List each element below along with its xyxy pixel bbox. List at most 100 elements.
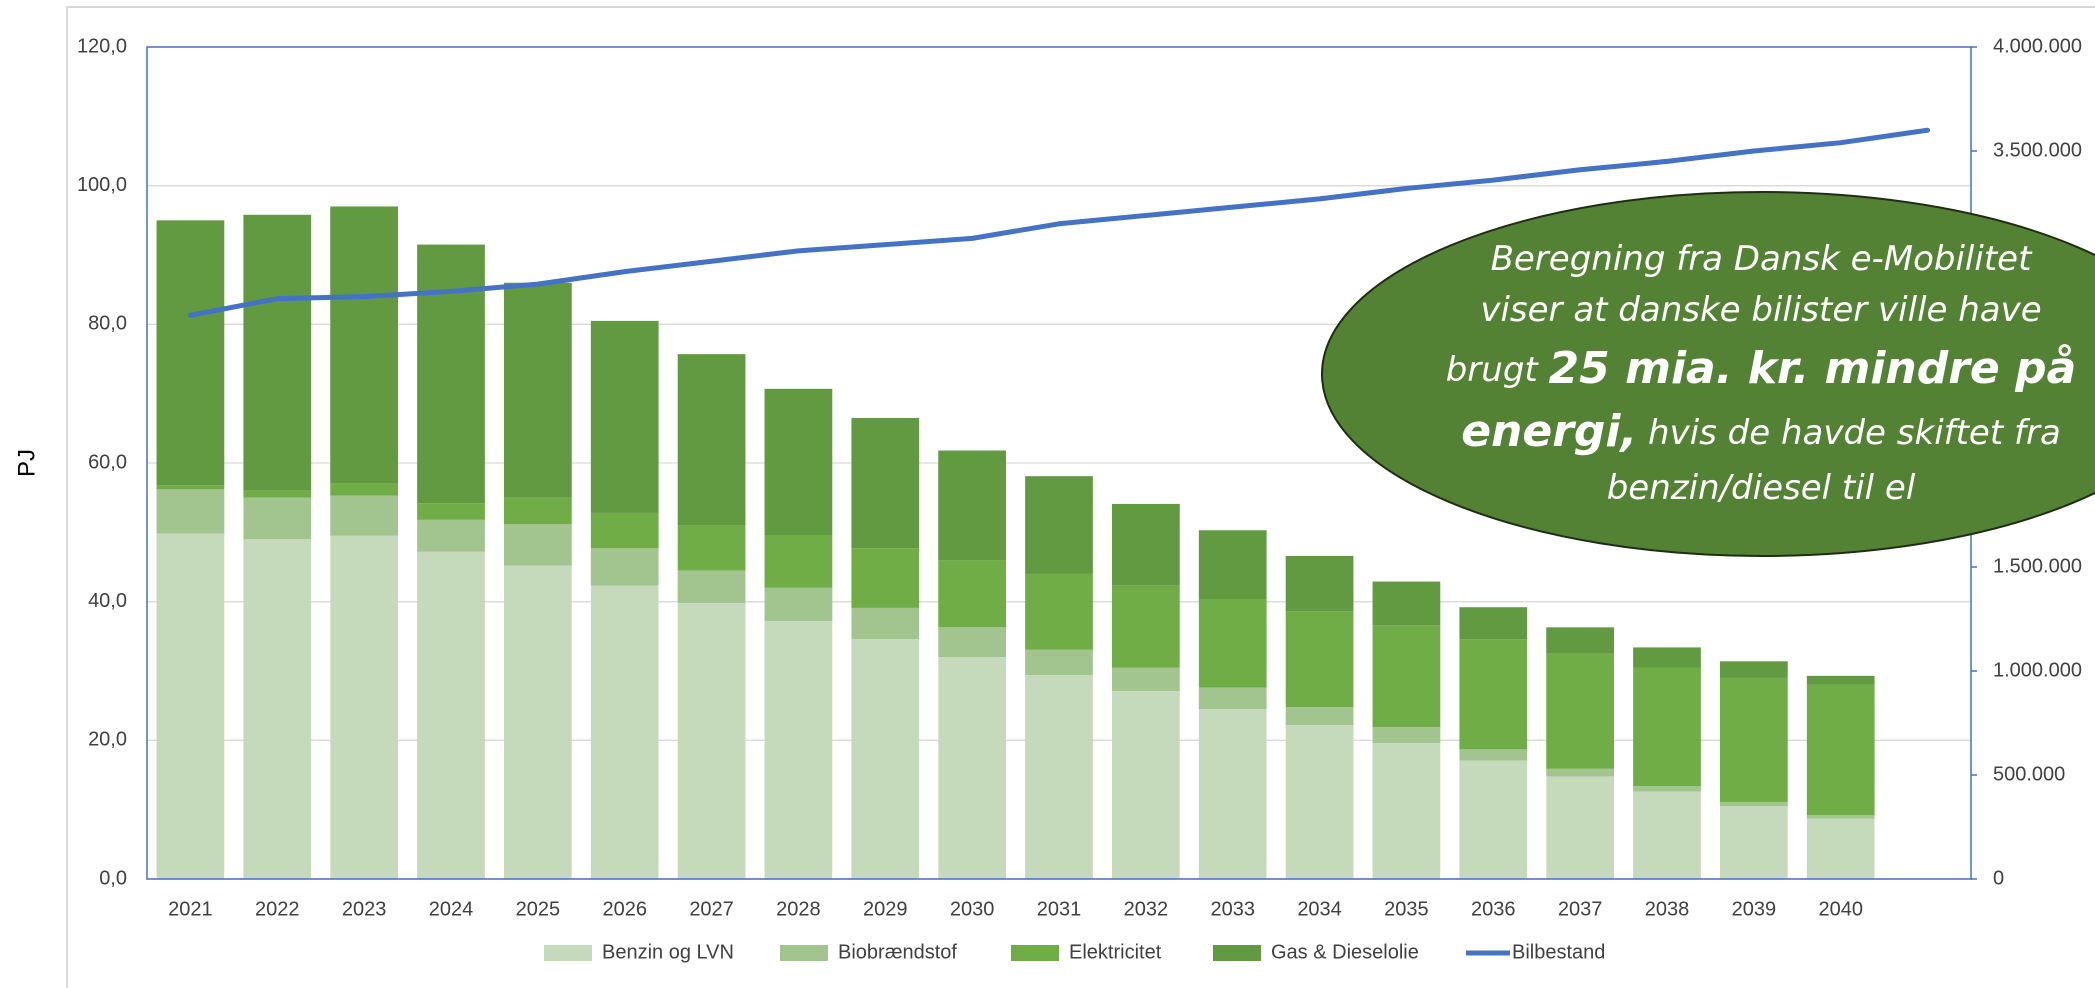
bar-segment	[1025, 675, 1093, 879]
bar-segment	[1372, 581, 1441, 626]
bar-segment	[503, 497, 572, 525]
bar-segment	[1719, 802, 1788, 807]
bar-segment	[764, 388, 833, 536]
x-tick-label: 2034	[1297, 898, 1342, 920]
annotation-text: Beregning fra Dansk e-Mobilitet	[1491, 239, 2034, 279]
annotation-text: viser at danske bilister ville have	[1480, 290, 2041, 330]
bar-segment	[243, 497, 312, 540]
bar-segment	[1806, 815, 1875, 819]
bar-segment	[503, 282, 572, 498]
bar-segment	[1459, 760, 1528, 879]
legend-swatch	[1011, 945, 1059, 961]
bar-segment	[1719, 806, 1788, 879]
bar-segment	[1546, 627, 1615, 654]
annotation-span: viser at danske bilister ville have	[1480, 290, 2041, 330]
bar-segment	[590, 320, 659, 513]
bar-segment	[417, 503, 485, 520]
bar-segment	[503, 524, 572, 566]
y2-tick-label: 3.500.000	[1993, 139, 2082, 161]
bar-segment	[764, 535, 833, 588]
x-tick-label: 2030	[950, 898, 995, 920]
bar-segment	[1372, 625, 1441, 728]
x-tick-label: 2026	[602, 898, 647, 920]
bar-segment	[1111, 667, 1180, 692]
y2-tick-label: 500.000	[1993, 763, 2065, 785]
bar-segment	[1111, 585, 1180, 668]
bar-segment	[1459, 639, 1528, 750]
bar-segment	[1806, 818, 1875, 879]
annotation-span: energi,	[1461, 406, 1637, 457]
annotation-span: Beregning fra Dansk e-Mobilitet	[1491, 239, 2034, 279]
legend-label: Elektricitet	[1069, 941, 1162, 963]
annotation-text: brugt 25 mia. kr. mindre på	[1446, 343, 2077, 394]
bar-segment	[417, 551, 485, 879]
y-tick-label: 80,0	[88, 313, 127, 335]
annotation: Beregning fra Dansk e-Mobilitet viser at …	[1321, 191, 2095, 557]
x-tick-label: 2036	[1471, 898, 1516, 920]
bar-segment	[1806, 675, 1875, 685]
x-tick-label: 2023	[342, 898, 387, 920]
legend-label: Gas & Dieselolie	[1271, 941, 1419, 963]
annotation-span: 25 mia. kr. mindre på	[1549, 343, 2077, 394]
y2-tick-label: 1.000.000	[1993, 659, 2082, 681]
bar-segment	[156, 489, 225, 534]
bar-segment	[1719, 661, 1788, 678]
chart-border	[66, 6, 2095, 988]
bar-segment	[243, 214, 312, 491]
x-tick-label: 2031	[1037, 898, 1082, 920]
legend-label: Biobrændstof	[838, 941, 957, 963]
annotation-span: brugt	[1446, 350, 1549, 390]
bar-segment	[156, 485, 225, 490]
bar-segment	[1719, 677, 1788, 803]
bar-segment	[677, 603, 746, 879]
bar-segment	[1285, 707, 1354, 726]
bar-segment	[243, 490, 312, 498]
bar-segment	[1025, 476, 1093, 574]
bar-segment	[590, 548, 659, 586]
y2-tick-label: 4.000.000	[1993, 35, 2082, 57]
bar-segment	[330, 535, 399, 879]
x-tick-label: 2025	[516, 898, 561, 920]
bar-segment	[1198, 599, 1267, 688]
x-tick-label: 2021	[168, 898, 213, 920]
bar-segment	[1546, 653, 1615, 769]
bar-segment	[1025, 649, 1093, 676]
x-tick-label: 2033	[1210, 898, 1255, 920]
annotation-text: energi, hvis de havde skiftet fra	[1461, 406, 2061, 457]
bar-segment	[851, 417, 920, 549]
bar-segment	[1198, 687, 1267, 710]
annotation-bubble	[1321, 191, 2095, 557]
bar-segment	[1372, 727, 1441, 744]
x-tick-label: 2032	[1124, 898, 1169, 920]
bar-segment	[938, 627, 1007, 658]
bar-segment	[677, 525, 746, 571]
bar-segment	[1198, 709, 1267, 879]
bar-segment	[156, 533, 225, 879]
bar-segment	[1633, 791, 1701, 879]
bar-segment	[503, 565, 572, 879]
annotation-text: benzin/diesel til el	[1607, 468, 1916, 508]
bar-segment	[1285, 555, 1354, 612]
bar-segment	[1546, 768, 1615, 777]
x-tick-label: 2037	[1558, 898, 1603, 920]
x-tick-label: 2039	[1732, 898, 1777, 920]
annotation-span: benzin/diesel til el	[1607, 468, 1916, 508]
bar-segment	[851, 607, 920, 640]
bar-segment	[938, 657, 1007, 879]
bar-segment	[1633, 786, 1701, 792]
y-tick-label: 60,0	[88, 451, 127, 473]
bar-segment	[1546, 776, 1615, 879]
legend-swatch	[544, 945, 592, 961]
bar-segment	[851, 639, 920, 879]
bar-segment	[590, 585, 659, 879]
x-tick-label: 2027	[689, 898, 734, 920]
x-tick-label: 2028	[776, 898, 821, 920]
y2-tick-label: 1.500.000	[1993, 555, 2082, 577]
bar-segment	[1111, 503, 1180, 586]
bar-segment	[938, 450, 1007, 561]
x-tick-label: 2022	[255, 898, 300, 920]
bar-segment	[590, 512, 659, 549]
bar-segment	[1459, 607, 1528, 640]
bar-segment	[417, 244, 485, 504]
